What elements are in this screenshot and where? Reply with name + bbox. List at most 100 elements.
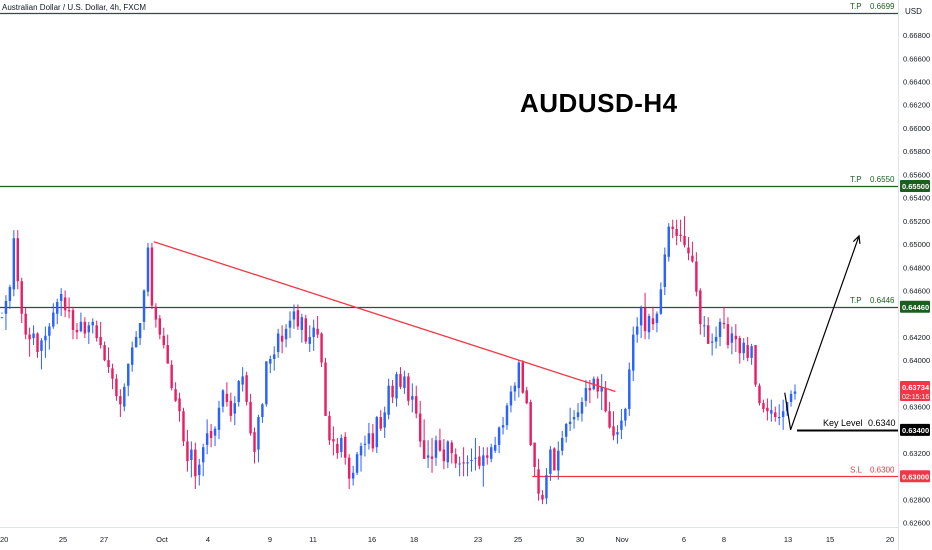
candle-body — [150, 247, 154, 306]
candle-body — [83, 321, 87, 334]
candle-body — [624, 408, 627, 421]
candle-body — [616, 432, 619, 435]
candle-body — [407, 376, 410, 401]
candle-body — [639, 307, 643, 326]
candle-body — [442, 449, 446, 462]
candle-body — [529, 401, 532, 445]
candle-body — [127, 363, 130, 386]
candle-body — [517, 362, 521, 389]
candle-body — [111, 368, 114, 379]
candle-body — [280, 335, 284, 342]
candle-body — [766, 407, 769, 412]
y-tick-label: 0.64800 — [903, 263, 930, 272]
level-label-tp1: T.P — [850, 296, 862, 305]
price-axis[interactable]: 0.66800 0.66600 0.66400 0.66200 0.66000 0.658… — [903, 31, 930, 528]
currency-label[interactable]: USD — [905, 7, 922, 16]
candle-body — [253, 432, 256, 452]
y-tick-label: 0.66600 — [903, 54, 930, 63]
candle-body — [568, 421, 572, 425]
candle-body — [489, 447, 493, 459]
candle-body — [576, 412, 580, 418]
candle-body — [754, 345, 757, 385]
candle-body — [458, 463, 461, 465]
candle-body — [158, 318, 162, 335]
candle-body — [316, 328, 319, 335]
x-tick-label: 18 — [410, 535, 418, 544]
candle-body — [777, 417, 781, 419]
candle-body — [513, 385, 517, 392]
candle-body — [217, 407, 221, 430]
candle-body — [478, 456, 481, 466]
candle-body — [750, 346, 753, 358]
candle-body — [762, 403, 765, 409]
candle-body — [683, 235, 686, 246]
candle-body — [789, 393, 793, 402]
candle-body — [351, 472, 355, 479]
y-tick-label: 0.64200 — [903, 333, 930, 342]
candle-body — [324, 362, 327, 416]
candle-body — [304, 318, 308, 342]
candle-body — [75, 329, 79, 333]
candle-body — [142, 290, 146, 322]
candle-body — [229, 400, 233, 416]
candle-body — [87, 325, 91, 333]
x-tick-label: 16 — [368, 535, 376, 544]
x-tick-label: Oct — [156, 535, 169, 544]
candle-body — [130, 347, 134, 365]
candle-body — [699, 290, 702, 325]
candle-body — [213, 428, 217, 436]
candle-body — [770, 410, 773, 414]
candle-body — [635, 326, 639, 335]
y-tick-label: 0.62800 — [903, 495, 930, 504]
x-tick-label: 30 — [576, 535, 584, 544]
candle-body — [470, 460, 473, 462]
candle-body — [600, 386, 603, 392]
candle-body — [44, 335, 47, 341]
x-tick-label: 13 — [784, 535, 792, 544]
candle-body — [296, 310, 300, 327]
candle-body — [687, 247, 690, 254]
time-axis[interactable]: 20 25 27 Oct 4 9 11 16 18 23 25 30 Nov 6 8 13 15 20 — [0, 535, 894, 544]
candle-body — [628, 369, 631, 409]
candle-body — [505, 405, 509, 426]
candle-body — [363, 443, 367, 445]
key-level-value: 0.6340 — [868, 418, 896, 428]
candle-body — [20, 281, 23, 314]
countdown-text: 02:15:16 — [902, 394, 929, 401]
candle-body — [561, 437, 564, 451]
level-label-tp3: T.P — [850, 2, 862, 11]
y-tick-label: 0.65800 — [903, 147, 930, 156]
candle-body — [284, 328, 288, 340]
price-badges: 0.65500 0.64460 0.63400 0.63000 0.63734 02:15… — [900, 180, 930, 483]
symbol-title: Australian Dollar / U.S. Dollar, 4h, FXC… — [2, 3, 147, 12]
candle-body — [67, 310, 71, 312]
x-tick-label: 20 — [0, 535, 8, 544]
y-tick-label: 0.65600 — [903, 170, 930, 179]
candle-body — [371, 433, 375, 449]
candle-body — [379, 417, 382, 429]
level-labels: T.P 0.6699 T.P 0.6550 T.P 0.6446 Key Level 0.63… — [823, 2, 896, 474]
candle-body — [194, 449, 197, 477]
price-badge-sl — [900, 470, 930, 483]
candle-body — [170, 364, 173, 389]
candle-body — [340, 437, 343, 452]
candle-body — [493, 444, 497, 451]
candle-body — [336, 443, 339, 454]
candle-body — [608, 411, 611, 428]
candle-body — [347, 457, 351, 479]
candle-body — [466, 462, 469, 464]
candle-body — [91, 321, 94, 326]
candle-body — [403, 376, 406, 389]
candle-body — [730, 333, 734, 343]
candle-body — [237, 381, 240, 402]
candle-body — [426, 455, 430, 458]
candle-body — [482, 455, 485, 466]
y-tick-label: 0.66200 — [903, 101, 930, 110]
candle-body — [679, 234, 682, 236]
price-badge-text-tp1: 0.64460 — [902, 303, 929, 312]
y-tick-label: 0.65400 — [903, 194, 930, 203]
candle-body — [32, 333, 35, 339]
candle-body — [545, 475, 548, 499]
candle-body — [269, 359, 272, 364]
